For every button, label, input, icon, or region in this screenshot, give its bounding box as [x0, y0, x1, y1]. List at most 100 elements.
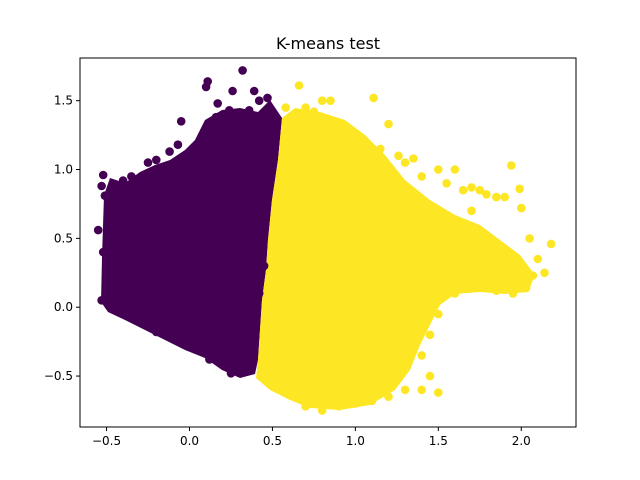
cluster-1-point	[533, 254, 543, 264]
cluster-0-point	[251, 309, 261, 319]
cluster-1-point	[467, 206, 476, 216]
x-tick-label: 0.0	[180, 434, 199, 448]
cluster-1-point	[525, 234, 534, 243]
cluster-0-point	[173, 140, 183, 149]
cluster-0-point	[185, 179, 194, 188]
cluster-1-point	[417, 385, 427, 395]
cluster-0-point	[110, 300, 120, 309]
cluster-1-point	[515, 184, 524, 194]
cluster-1-point	[301, 402, 310, 411]
cluster-1-density	[256, 108, 535, 410]
cluster-1-point	[334, 123, 344, 133]
cluster-0-point	[268, 158, 277, 167]
cluster-0-point	[213, 99, 222, 108]
cluster-0-point	[271, 123, 281, 133]
cluster-0-point	[135, 316, 144, 326]
cluster-0-point	[193, 151, 203, 161]
cluster-1-point	[434, 388, 443, 397]
cluster-0-point	[228, 86, 237, 96]
cluster-0-point	[143, 158, 153, 167]
cluster-1-point	[376, 144, 385, 154]
cluster-0-point	[188, 144, 198, 154]
cluster-1-point	[517, 261, 526, 271]
cluster-0-point	[98, 247, 108, 257]
cluster-1-point	[309, 107, 319, 116]
y-tick-label: 1.0	[54, 163, 73, 177]
cluster-1-point	[351, 399, 360, 408]
cluster-1-point	[450, 165, 460, 174]
cluster-0-point	[152, 234, 161, 243]
cluster-0-point	[254, 96, 264, 105]
cluster-1-point	[271, 344, 281, 353]
cluster-0-point	[211, 112, 221, 122]
plot-frame	[79, 57, 577, 428]
cluster-0-point	[254, 220, 264, 229]
cluster-0-point	[127, 172, 136, 181]
cluster-1-point	[450, 289, 460, 298]
cluster-1-point	[521, 283, 531, 293]
cluster-0-point	[97, 181, 106, 191]
cluster-0-point	[246, 330, 256, 340]
cluster-0-point	[259, 192, 269, 202]
x-tick-label: 2.0	[512, 434, 531, 448]
cluster-1-point	[400, 385, 410, 395]
cluster-0-point	[205, 355, 214, 364]
cluster-0-point	[218, 302, 227, 312]
cluster-0-point	[244, 106, 254, 115]
cluster-1-point	[384, 392, 393, 402]
cluster-0-point	[236, 119, 246, 129]
cluster-1-point	[417, 172, 427, 181]
cluster-0-point	[118, 305, 128, 315]
cluster-1-point	[417, 234, 427, 243]
cluster-1-point	[467, 183, 476, 192]
cluster-1-point	[309, 358, 319, 367]
cluster-0-point	[135, 261, 144, 271]
cluster-0-point	[201, 275, 211, 285]
cluster-0-point	[193, 344, 203, 353]
cluster-density-layer	[101, 100, 535, 410]
cluster-1-point	[317, 96, 327, 105]
cluster-1-point	[281, 103, 291, 112]
cluster-0-point	[160, 275, 169, 285]
cluster-1-point	[528, 271, 538, 280]
cluster-1-point	[442, 261, 451, 271]
cluster-0-point	[218, 122, 227, 132]
cluster-0-point	[235, 234, 244, 243]
cluster-1-point	[342, 130, 352, 140]
cluster-0-point	[238, 364, 247, 374]
cluster-1-point	[294, 81, 304, 90]
cluster-1-point	[425, 330, 435, 340]
cluster-0-point	[268, 110, 277, 119]
cluster-0-point	[201, 316, 211, 326]
y-tick-label: 0.5	[54, 231, 73, 245]
cluster-0-point	[238, 66, 247, 75]
cluster-0-point	[249, 86, 259, 96]
cluster-0-point	[135, 179, 144, 188]
cluster-1-point	[326, 96, 335, 105]
cluster-1-point	[400, 275, 410, 285]
cluster-1-point	[434, 309, 443, 319]
cluster-1-point	[342, 172, 352, 181]
cluster-0-point	[165, 147, 174, 156]
cluster-1-point	[517, 203, 526, 213]
cluster-1-point	[281, 302, 291, 312]
cluster-0-point	[152, 155, 161, 165]
cluster-1-point	[369, 93, 378, 103]
x-tick-label: −0.5	[92, 434, 121, 448]
cluster-0-point	[110, 220, 120, 229]
cluster-1-point	[384, 119, 393, 129]
cluster-0-point	[102, 261, 111, 271]
cluster-1-point	[301, 151, 310, 161]
cluster-1-point	[286, 112, 296, 122]
cluster-0-point	[263, 93, 272, 103]
cluster-0-point	[168, 206, 178, 216]
cluster-1-point	[301, 103, 310, 112]
cluster-0-point	[225, 106, 234, 115]
cluster-1-point	[500, 192, 510, 202]
cluster-1-point	[367, 396, 377, 406]
points-layer	[93, 66, 556, 415]
cluster-0-point	[185, 247, 194, 257]
cluster-0-point	[105, 282, 115, 291]
cluster-0-point	[118, 176, 128, 185]
